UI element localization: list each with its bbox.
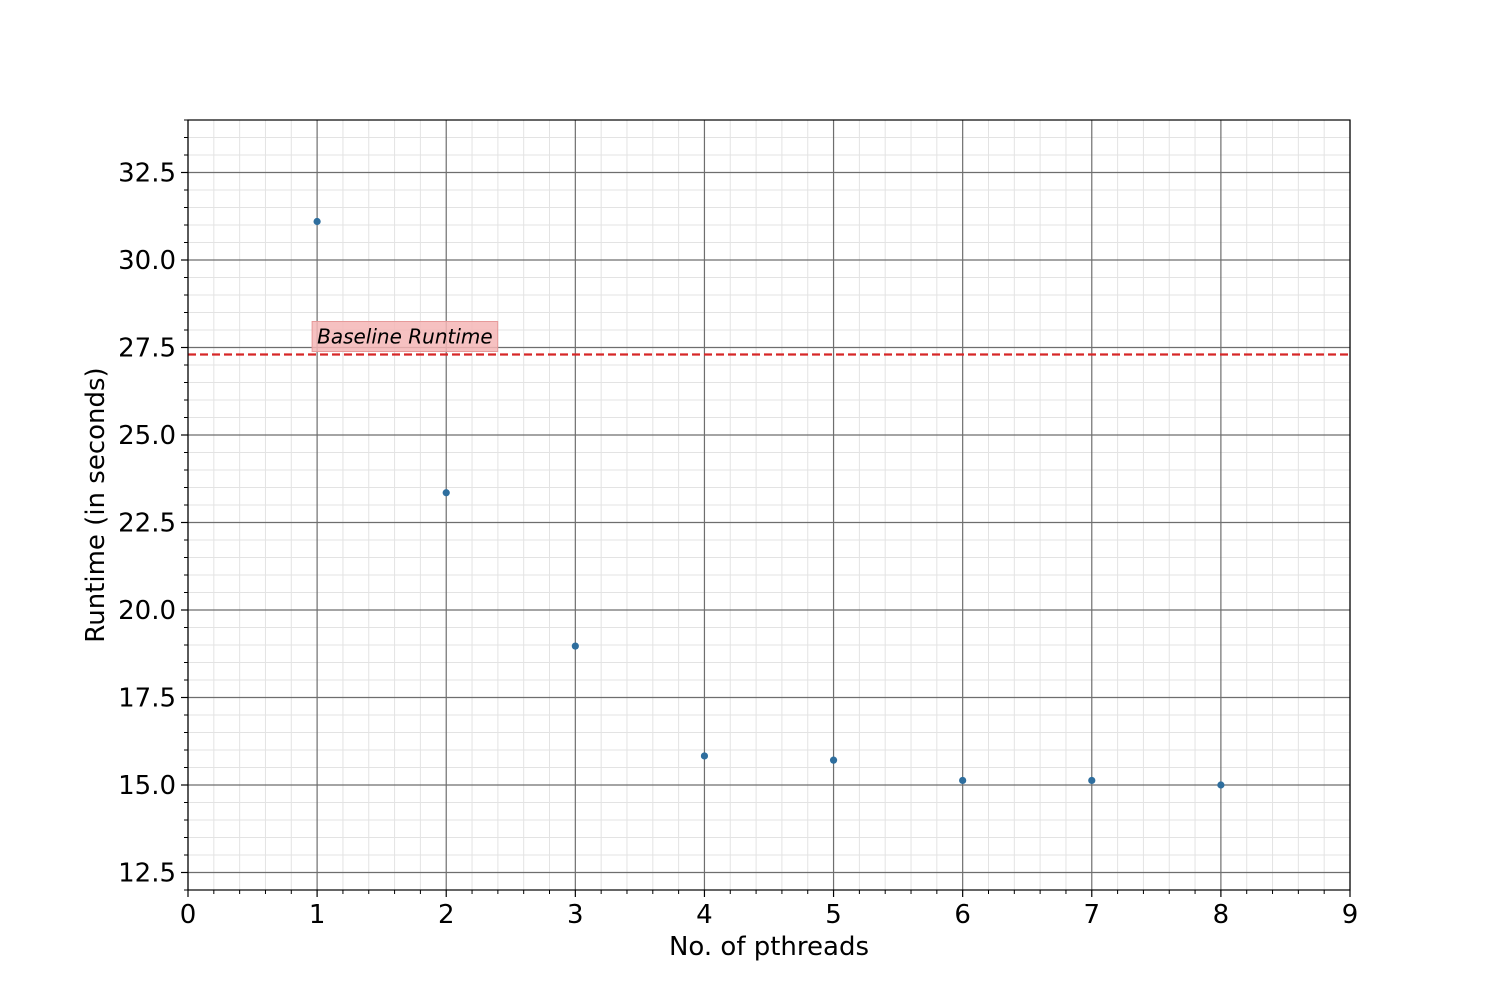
data-point — [1217, 781, 1225, 789]
y-tick-label: 27.5 — [118, 334, 176, 364]
y-tick-label: 25.0 — [118, 421, 176, 451]
x-tick-label: 7 — [1084, 900, 1101, 930]
data-point — [959, 776, 967, 785]
x-tick-label: 4 — [696, 900, 713, 930]
axis-ticks — [181, 119, 1351, 897]
baseline-reference: Baseline Runtime — [188, 321, 1350, 356]
x-tick-label: 5 — [825, 900, 842, 930]
x-axis-label: No. of pthreads — [669, 932, 869, 962]
x-tick-label: 9 — [1342, 900, 1359, 930]
x-tick-label: 2 — [438, 900, 455, 930]
x-tick-label: 0 — [180, 900, 197, 930]
data-point — [442, 489, 450, 497]
data-point — [700, 752, 709, 760]
y-tick-label: 12.5 — [118, 859, 176, 889]
x-tick-label: 6 — [954, 900, 971, 930]
data-point — [313, 217, 321, 226]
baseline-label: Baseline Runtime — [317, 325, 493, 349]
baseline-label-background — [311, 321, 499, 352]
x-tick-label: 8 — [1213, 900, 1230, 930]
y-tick-label: 22.5 — [118, 509, 176, 539]
y-tick-label: 30.0 — [118, 246, 176, 276]
y-tick-label: 20.0 — [118, 596, 176, 626]
x-tick-label: 1 — [309, 900, 326, 930]
data-point — [571, 642, 579, 650]
x-tick-label: 3 — [567, 900, 584, 930]
tick-labels: 0 1 2 3 4 5 6 7 8 9 12.5 15.0 17.5 20.0 22.5 25.0 27.5 30… — [118, 159, 1358, 931]
data-point — [829, 756, 838, 764]
data-point — [1088, 776, 1096, 785]
data-points — [313, 217, 1225, 789]
y-tick-label: 17.5 — [118, 684, 176, 714]
y-tick-label: 15.0 — [118, 771, 176, 801]
y-tick-label: 32.5 — [118, 159, 176, 189]
y-axis-label: Runtime (in seconds) — [81, 367, 111, 642]
